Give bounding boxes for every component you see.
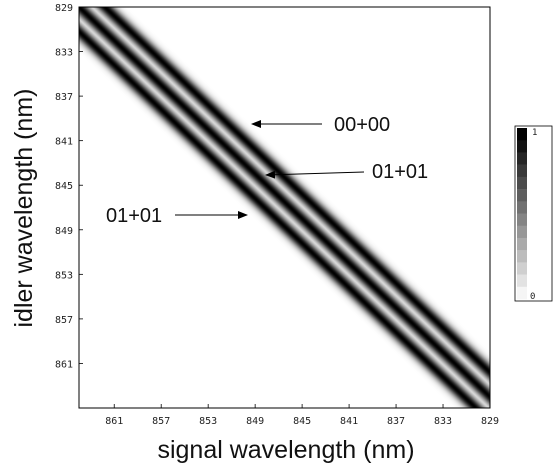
y-tick-label: 857 bbox=[55, 315, 73, 326]
x-tick-label: 841 bbox=[340, 416, 358, 427]
x-tick-label: 833 bbox=[434, 416, 452, 427]
y-tick-label: 845 bbox=[55, 181, 73, 192]
y-tick-label: 837 bbox=[55, 92, 73, 103]
y-tick-label: 833 bbox=[55, 48, 73, 59]
colorbar-swatch bbox=[517, 201, 527, 214]
colorbar-swatch bbox=[517, 213, 527, 227]
colorbar-swatch bbox=[517, 128, 527, 141]
colorbar-frame bbox=[514, 125, 553, 302]
annotation-arrow-01-01-upper bbox=[265, 170, 365, 179]
heatmap-stripes bbox=[79, 7, 490, 408]
y-axis-label: idler wavelength (nm) bbox=[10, 89, 38, 328]
annotation-label-01-01-upper: 01+01 bbox=[372, 161, 428, 183]
colorbar-swatch bbox=[517, 250, 527, 263]
colorbar-swatch bbox=[517, 237, 527, 251]
x-tick-label: 837 bbox=[387, 416, 405, 427]
colorbar-swatch bbox=[517, 189, 527, 202]
colorbar-max-label: 1 bbox=[532, 128, 537, 138]
colorbar-swatch bbox=[517, 152, 527, 165]
x-tick-label: 861 bbox=[105, 416, 123, 427]
x-tick-label: 857 bbox=[152, 416, 170, 427]
colorbar-swatch bbox=[517, 286, 527, 300]
y-tick-label: 849 bbox=[55, 226, 73, 237]
x-tick-label: 829 bbox=[481, 416, 499, 427]
x-tick-label: 849 bbox=[246, 416, 264, 427]
colorbar-swatch bbox=[517, 225, 527, 239]
y-axis-ticks: 829 833 837 841 845 849 853 857 861 bbox=[55, 3, 83, 370]
colorbar-swatch bbox=[517, 176, 527, 190]
colorbar bbox=[517, 128, 527, 300]
y-tick-label: 861 bbox=[55, 359, 73, 370]
x-tick-label: 853 bbox=[199, 416, 217, 427]
plot-frame bbox=[78, 6, 491, 409]
x-axis-label: signal wavelength (nm) bbox=[157, 436, 414, 464]
y-tick-label: 841 bbox=[55, 137, 73, 148]
colorbar-swatch bbox=[517, 262, 527, 275]
x-axis-ticks: 861 857 853 849 845 841 837 833 829 bbox=[105, 404, 499, 427]
colorbar-swatch bbox=[517, 140, 527, 153]
colorbar-swatch bbox=[517, 274, 527, 288]
heatmap-image bbox=[79, 7, 490, 408]
colorbar-swatch bbox=[517, 164, 527, 178]
annotation-label-00-00: 00+00 bbox=[334, 114, 390, 136]
annotation-label-01-01-lower: 01+01 bbox=[106, 205, 162, 227]
x-tick-label: 845 bbox=[293, 416, 311, 427]
colorbar-min-label: 0 bbox=[530, 292, 535, 302]
y-tick-label: 853 bbox=[55, 270, 73, 281]
y-tick-label: 829 bbox=[55, 3, 73, 14]
